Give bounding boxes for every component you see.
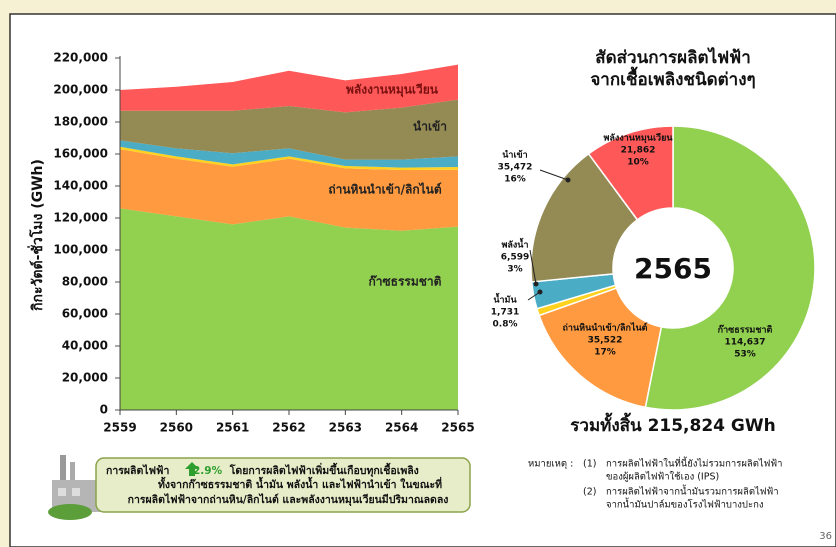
leader-line bbox=[529, 249, 537, 285]
donut-title: จากเชื้อเพลิงชนิดต่างๆ bbox=[590, 66, 755, 90]
note-marker: (1) bbox=[583, 459, 596, 470]
donut-percent-label: 53% bbox=[734, 350, 756, 360]
donut-value-label: 35,522 bbox=[588, 336, 623, 346]
area bbox=[120, 146, 458, 170]
donut-label: พลังงานหมุนเวียน bbox=[603, 133, 673, 144]
y-axis-label: กิกะวัตต์-ชั่วโมง (GWh) bbox=[27, 159, 46, 311]
donut-value-label: 1,731 bbox=[491, 308, 519, 318]
y-tick-label: 160,000 bbox=[53, 147, 108, 161]
donut-percent-label: 3% bbox=[507, 265, 522, 275]
y-tick-label: 0 bbox=[100, 403, 108, 417]
note-marker: (2) bbox=[583, 487, 596, 498]
series-label: พลังงานหมุนเวียน bbox=[346, 83, 439, 98]
summary-line: การผลิตไฟฟ้า 2.9% โดยการผลิตไฟฟ้าเพิ่มขึ… bbox=[106, 462, 419, 478]
y-tick-label: 200,000 bbox=[53, 83, 108, 97]
donut-value-label: 35,472 bbox=[498, 163, 533, 173]
summary-text: โดยการผลิตไฟฟ้าเพิ่มขึ้นเกือบทุกเชื้อเพล… bbox=[229, 462, 419, 478]
area bbox=[120, 140, 458, 168]
donut-segment bbox=[538, 287, 663, 409]
area bbox=[120, 99, 458, 160]
summary-text: การผลิตไฟฟ้าจากถ่านหิน/ลิกไนต์ และพลังงา… bbox=[128, 493, 449, 507]
x-tick-label: 2564 bbox=[385, 421, 418, 435]
donut-segment bbox=[530, 152, 639, 283]
up-arrow bbox=[185, 462, 199, 476]
leader-line bbox=[539, 169, 569, 181]
summary-lead: การผลิตไฟฟ้า bbox=[106, 464, 169, 477]
y-tick-label: 220,000 bbox=[53, 51, 108, 65]
x-tick-label: 2565 bbox=[441, 421, 474, 435]
series-label: ถ่านหินนำเข้า/ลิกไนต์ bbox=[328, 182, 442, 197]
donut-value-label: 21,862 bbox=[621, 146, 656, 156]
total-label: รวมทั้งสิ้น 215,824 GWh bbox=[570, 412, 775, 436]
y-tick-label: 40,000 bbox=[62, 339, 108, 353]
page-number: 36 bbox=[819, 531, 832, 542]
leader-dot bbox=[537, 289, 543, 295]
series-label: ก๊าซธรรมชาติ bbox=[369, 275, 442, 289]
x-tick-label: 2562 bbox=[272, 421, 305, 435]
y-tick-label: 140,000 bbox=[53, 179, 108, 193]
note-text: การผลิตไฟฟ้าจากน้ำมันรวมการผลิตไฟฟ้า bbox=[606, 485, 779, 498]
x-tick-label: 2561 bbox=[216, 421, 249, 435]
notes-heading: หมายเหตุ : bbox=[528, 459, 573, 470]
plant-icon bbox=[48, 455, 102, 520]
area bbox=[120, 149, 458, 231]
leader-dot bbox=[533, 281, 539, 287]
donut-percent-label: 17% bbox=[594, 348, 616, 358]
center-label: 2565 bbox=[634, 252, 712, 285]
note-text: การผลิตไฟฟ้าในที่นี้ยังไม่รวมการผลิตไฟฟ้… bbox=[606, 457, 782, 470]
y-tick-label: 100,000 bbox=[53, 243, 108, 257]
note-text: จากน้ำมันปาล์มของโรงไฟฟ้าบางปะกง bbox=[606, 498, 763, 511]
donut-segment bbox=[644, 125, 816, 411]
x-tick-label: 2560 bbox=[160, 421, 193, 435]
y-tick-label: 60,000 bbox=[62, 307, 108, 321]
donut-percent-label: 0.8% bbox=[493, 320, 518, 330]
x-tick-label: 2559 bbox=[103, 421, 136, 435]
note-text: ของผู้ผลิตไฟฟ้าใช้เอง (IPS) bbox=[606, 471, 719, 483]
area bbox=[120, 64, 458, 113]
donut-label: น้ำมัน bbox=[493, 293, 517, 306]
donut-label: ถ่านหินนำเข้า/ลิกไนต์ bbox=[562, 322, 647, 334]
y-tick-label: 180,000 bbox=[53, 115, 108, 129]
donut-value-label: 114,637 bbox=[725, 338, 766, 348]
y-tick-label: 80,000 bbox=[62, 275, 108, 289]
y-tick-label: 120,000 bbox=[53, 211, 108, 225]
donut-segment bbox=[587, 125, 674, 221]
y-tick-label: 20,000 bbox=[62, 371, 108, 385]
summary-text: ทั้งจากก๊าซธรรมชาติ น้ำมัน พลังน้ำ และไฟ… bbox=[158, 476, 442, 491]
x-tick-label: 2563 bbox=[329, 421, 362, 435]
donut-percent-label: 10% bbox=[627, 158, 649, 168]
donut-label: พลังน้ำ bbox=[501, 238, 528, 251]
series-label: นำเข้า bbox=[413, 120, 447, 134]
donut-percent-label: 16% bbox=[504, 175, 526, 185]
donut-value-label: 6,599 bbox=[501, 253, 529, 263]
donut-label: ก๊าซธรรมชาติ bbox=[718, 325, 773, 336]
donut-title: สัดส่วนการผลิตไฟฟ้า bbox=[595, 47, 751, 68]
leader-dot bbox=[565, 177, 571, 183]
donut-label: นำเข้า bbox=[502, 150, 528, 161]
summary-change: 2.9% bbox=[193, 465, 223, 477]
area bbox=[120, 208, 458, 410]
